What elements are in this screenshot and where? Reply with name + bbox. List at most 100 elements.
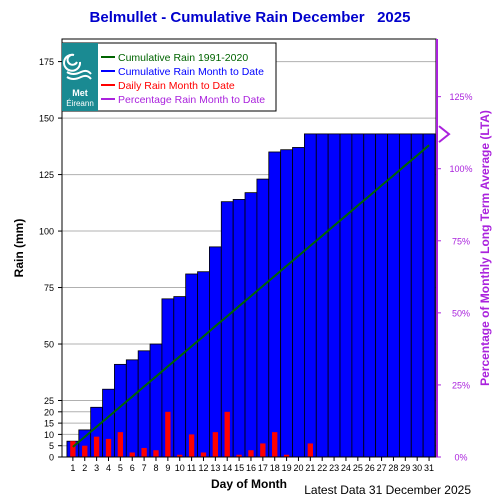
daily-bar-day-2 [82,445,88,457]
daily-bar-day-7 [141,447,147,457]
x-tick-label-14: 14 [222,463,232,473]
y2-axis-label: Percentage of Monthly Long Term Average … [478,110,492,386]
daily-bar-day-14 [224,411,230,457]
daily-bar-day-8 [153,450,159,457]
daily-bar-day-18 [272,432,278,457]
y2-tick-label-4: 100% [449,164,472,174]
x-tick-label-5: 5 [118,463,123,473]
cumulative-bar-day-25 [351,133,365,458]
x-tick-label-16: 16 [246,463,256,473]
logo-swirl-icon [63,53,92,80]
x-axis-label: Day of Month [211,477,287,491]
y2-tick-label-2: 50% [452,308,470,318]
y-tick-label-5: 25 [44,396,54,406]
y-tick-label-11: 175 [39,57,54,67]
x-tick-label-1: 1 [70,463,75,473]
daily-bar-day-6 [129,452,135,457]
cumulative-bar-day-10 [173,296,187,458]
x-tick-label-15: 15 [234,463,244,473]
cumulative-bar-day-11 [185,273,198,458]
x-tick-label-9: 9 [165,463,170,473]
x-tick-label-20: 20 [293,463,303,473]
x-tick-label-13: 13 [210,463,220,473]
daily-bar-day-21 [307,443,314,457]
cumulative-bar-day-20 [292,147,305,458]
legend: Met Éireann Cumulative Rain 1991-2020 Cum… [61,42,277,112]
daily-bar-day-17 [260,443,266,457]
x-tick-label-22: 22 [317,463,327,473]
x-tick-label-30: 30 [412,463,422,473]
x-tick-label-27: 27 [377,463,387,473]
y-tick-label-9: 125 [39,170,54,180]
daily-bar-day-19 [283,454,290,457]
y-tick-label-8: 100 [39,227,54,237]
daily-bar-day-3 [93,436,100,457]
y-tick-label-10: 150 [39,114,54,124]
cumulative-bar-day-12 [197,271,210,458]
y2-tick-label-0: 0% [454,453,467,463]
cumulative-bar-day-23 [327,133,341,458]
x-tick-label-7: 7 [142,463,147,473]
y-axis-label: Rain (mm) [12,219,26,278]
y-tick-label-0: 0 [49,453,54,463]
daily-bar-day-1 [70,441,76,457]
x-tick-label-24: 24 [341,463,351,473]
cumulative-bar-day-28 [387,133,400,458]
cumulative-bar-day-30 [410,133,424,458]
percentage-marker [438,125,451,143]
y2-tick-label-5: 125% [449,92,472,102]
cumulative-bar-day-29 [398,133,412,458]
cumulative-bar-day-18 [268,151,282,458]
cumulative-bar-day-7 [137,350,151,458]
lta-series-line [72,144,430,448]
daily-bar-day-16 [248,450,254,457]
x-tick-label-8: 8 [153,463,158,473]
daily-bar-day-9 [165,411,171,457]
legend-label-1: Cumulative Rain Month to Date [118,66,264,78]
y2-tick-label-3: 75% [452,236,470,246]
y-tick-label-3: 15 [44,419,54,429]
logo-text-line1: Met [72,88,88,98]
y-tick-label-2: 10 [44,430,54,440]
logo-text-line2: Éireann [66,99,94,108]
daily-bars [70,411,314,457]
cumulative-bars [66,133,436,458]
y2-tick-label-1: 25% [452,380,470,390]
x-tick-label-17: 17 [258,463,268,473]
x-tick-label-18: 18 [270,463,280,473]
x-tick-label-19: 19 [282,463,292,473]
y-tick-label-6: 50 [44,340,54,350]
cumulative-bar-day-16 [244,192,258,458]
daily-bar-day-11 [188,434,195,457]
y-tick-label-1: 5 [49,441,54,451]
chart-title: Belmullet - Cumulative Rain December 202… [89,9,411,26]
cumulative-bar-day-8 [149,343,163,458]
y-tick-label-4: 20 [44,407,54,417]
daily-bar-day-5 [117,432,124,457]
x-tick-label-28: 28 [388,463,398,473]
x-tick-label-6: 6 [130,463,135,473]
cumulative-bar-day-26 [363,133,377,458]
daily-bar-day-4 [105,438,112,457]
x-tick-label-12: 12 [198,463,208,473]
x-axis: 1 2 3 4 5 6 7 8 9 10 11 12 13 14 15 16 17 18 19 20 21 22 23 24 2… [70,457,434,473]
x-tick-label-21: 21 [305,463,315,473]
x-tick-label-31: 31 [424,463,434,473]
legend-label-2: Daily Rain Month to Date [118,80,235,92]
y-tick-label-7: 75 [44,283,54,293]
right-axis: 0% 25% 50% 75% 100% 125% [436,39,473,463]
x-tick-label-26: 26 [365,463,375,473]
cumulative-bar-day-19 [280,149,293,458]
x-tick-label-10: 10 [175,463,185,473]
lta-line [72,144,430,448]
cumulative-bar-day-15 [232,199,246,458]
x-tick-label-23: 23 [329,463,339,473]
x-tick-label-29: 29 [400,463,410,473]
cumulative-bar-day-31 [422,133,436,458]
cumulative-bar-day-6 [125,359,139,458]
cumulative-bar-day-22 [315,133,329,458]
legend-label-0: Cumulative Rain 1991-2020 [118,52,248,64]
x-tick-label-3: 3 [94,463,99,473]
